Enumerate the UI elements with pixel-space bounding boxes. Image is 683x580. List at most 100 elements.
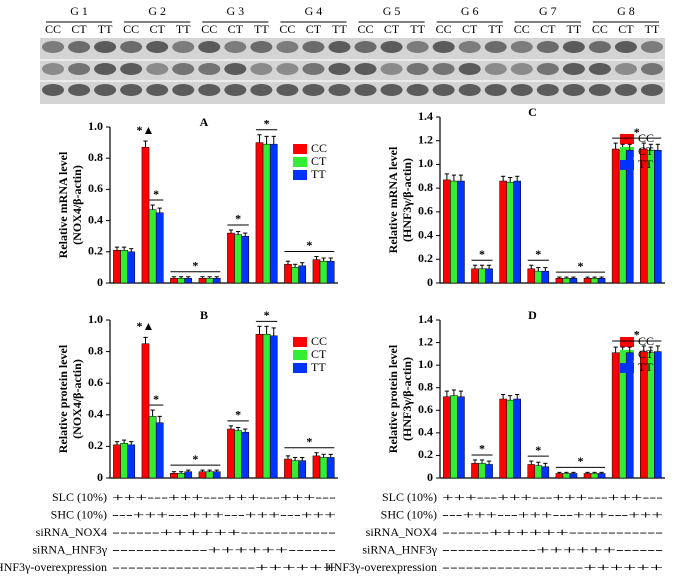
error-bar xyxy=(292,456,298,461)
treatment-pattern: ------++++++------------ xyxy=(112,525,336,539)
error-bar xyxy=(171,276,177,279)
error-bar xyxy=(585,471,590,474)
bar xyxy=(227,232,235,284)
error-bar xyxy=(486,460,492,465)
blot-band xyxy=(614,84,637,96)
significance-label: * xyxy=(479,442,485,456)
y-tick-label: 0.4 xyxy=(418,227,433,241)
bar xyxy=(141,343,150,479)
blot-lane-label: CC xyxy=(45,22,61,36)
bar xyxy=(457,180,465,284)
blot-band xyxy=(406,63,429,75)
blot-band xyxy=(562,63,585,75)
bar xyxy=(198,278,207,284)
legend-label: TT xyxy=(311,360,326,374)
blot-band xyxy=(432,63,455,75)
bar xyxy=(227,428,235,479)
treatment-label: SLC (10%) xyxy=(52,490,107,504)
y-tick-label: 0.6 xyxy=(88,181,103,195)
blot-band xyxy=(588,63,611,75)
treatment-label: SHC (10%) xyxy=(381,507,437,521)
bar xyxy=(148,416,157,479)
error-bar xyxy=(157,207,162,213)
blot-band xyxy=(250,84,273,96)
blot-band xyxy=(172,63,195,75)
bar xyxy=(562,278,571,284)
bar xyxy=(562,473,571,479)
blot-band xyxy=(510,41,533,53)
error-bar xyxy=(515,393,520,399)
bar xyxy=(457,396,465,479)
error-bar xyxy=(129,441,134,445)
error-bar xyxy=(585,276,590,279)
y-axis-label: Relative protein level xyxy=(56,344,70,453)
blot-lane-label: TT xyxy=(254,22,269,36)
error-bar xyxy=(228,229,234,234)
bar xyxy=(312,455,321,479)
treatment-pattern: ------------------++++++ xyxy=(112,560,336,574)
bar xyxy=(184,471,193,479)
bar xyxy=(618,149,627,284)
bar xyxy=(255,142,264,284)
blot-band xyxy=(536,63,559,75)
treatment-label: SLC (10%) xyxy=(382,490,437,504)
error-bar xyxy=(214,469,219,472)
error-bar xyxy=(214,276,219,279)
legend-key xyxy=(293,363,307,373)
bar xyxy=(141,147,150,284)
blot-band xyxy=(458,41,481,53)
blot-band xyxy=(614,41,637,53)
bar xyxy=(269,335,278,479)
error-bar xyxy=(178,471,184,474)
error-bar xyxy=(536,267,541,272)
blot-band xyxy=(328,41,351,53)
bar xyxy=(155,422,164,479)
error-bar xyxy=(207,469,212,472)
blot-band xyxy=(224,63,247,75)
treatment-pattern: ------------++++++------ xyxy=(112,542,336,556)
legend-key xyxy=(293,144,307,154)
error-bar xyxy=(508,395,513,401)
blot-lane-label: CT xyxy=(150,22,166,36)
significance-label: * xyxy=(264,117,270,131)
y-axis-label: Relative protein level xyxy=(386,344,400,453)
error-bar xyxy=(592,471,597,474)
bar xyxy=(113,249,121,284)
error-bar xyxy=(257,325,262,335)
legend-key xyxy=(620,363,634,373)
legend-label: CT xyxy=(638,347,654,361)
blot-band xyxy=(68,84,91,96)
treatment-label: siRNA_HNF3γ xyxy=(362,542,437,556)
error-bar xyxy=(114,441,120,445)
bar xyxy=(513,398,521,479)
error-bar xyxy=(501,175,506,182)
bar xyxy=(485,268,493,284)
error-bar xyxy=(529,264,534,269)
error-bar xyxy=(444,173,449,180)
error-bar xyxy=(186,276,191,279)
blot-band xyxy=(146,41,169,53)
bar xyxy=(506,399,514,479)
blot-band xyxy=(380,63,403,75)
error-bar xyxy=(571,276,576,279)
error-bar xyxy=(171,471,177,474)
blot-band xyxy=(328,63,351,75)
bar xyxy=(555,473,564,479)
blot-band xyxy=(354,41,377,53)
bar xyxy=(569,278,578,284)
error-bar xyxy=(472,264,478,269)
legend-key xyxy=(620,134,634,144)
blot-lane-label: CT xyxy=(462,22,478,36)
bar xyxy=(269,143,278,284)
bar xyxy=(127,444,136,479)
y-tick-label: 0.2 xyxy=(88,244,103,258)
blot-band xyxy=(562,84,585,96)
error-bar xyxy=(648,346,653,353)
y-tick-label: 1.4 xyxy=(418,312,433,326)
blot-band xyxy=(484,63,507,75)
error-bar xyxy=(557,276,562,279)
error-bar xyxy=(444,390,449,397)
blot-band xyxy=(614,63,637,75)
blot-group-label: G 6 xyxy=(461,4,479,18)
error-bar xyxy=(451,389,457,396)
